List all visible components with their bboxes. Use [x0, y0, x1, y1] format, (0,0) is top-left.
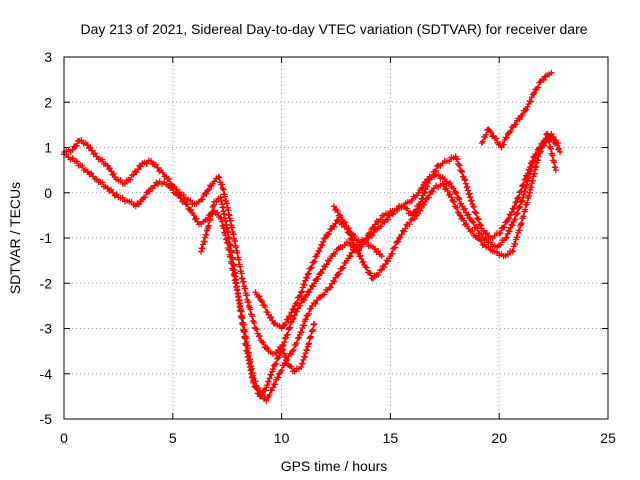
y-tick-label: 0 — [44, 185, 52, 201]
x-tick-label: 5 — [169, 430, 177, 446]
series-line — [63, 139, 315, 373]
y-tick-label: 1 — [44, 140, 52, 156]
x-tick-label: 10 — [274, 430, 290, 446]
series-markers — [61, 137, 318, 375]
x-tick-label: 0 — [60, 430, 68, 446]
chart-title: Day 213 of 2021, Sidereal Day-to-day VTE… — [80, 21, 587, 37]
series-track-5 — [330, 130, 564, 246]
y-tick-label: -2 — [40, 275, 53, 291]
y-axis-label: SDTVAR / TECUs — [7, 182, 23, 294]
x-axis-label: GPS time / hours — [281, 458, 388, 474]
series-track-3 — [198, 135, 561, 400]
y-tick-label: 3 — [44, 49, 52, 65]
y-tick-label: 2 — [44, 94, 52, 110]
y-tick-label: -1 — [40, 230, 53, 246]
series-markers — [330, 130, 564, 246]
data-series — [61, 69, 564, 404]
x-tick-label: 25 — [600, 430, 616, 446]
grid — [64, 57, 608, 419]
y-tick-label: -4 — [40, 366, 53, 382]
series-track-4 — [252, 130, 559, 332]
y-tick-label: -5 — [40, 411, 53, 427]
series-track-6 — [478, 69, 555, 151]
series-markers — [478, 69, 555, 151]
series-markers — [252, 130, 559, 332]
series-markers — [198, 135, 561, 400]
series-track-1 — [61, 137, 318, 375]
x-tick-label: 15 — [383, 430, 399, 446]
y-tick-label: -3 — [40, 321, 53, 337]
plot-frame — [63, 56, 609, 420]
x-tick-label: 20 — [491, 430, 507, 446]
